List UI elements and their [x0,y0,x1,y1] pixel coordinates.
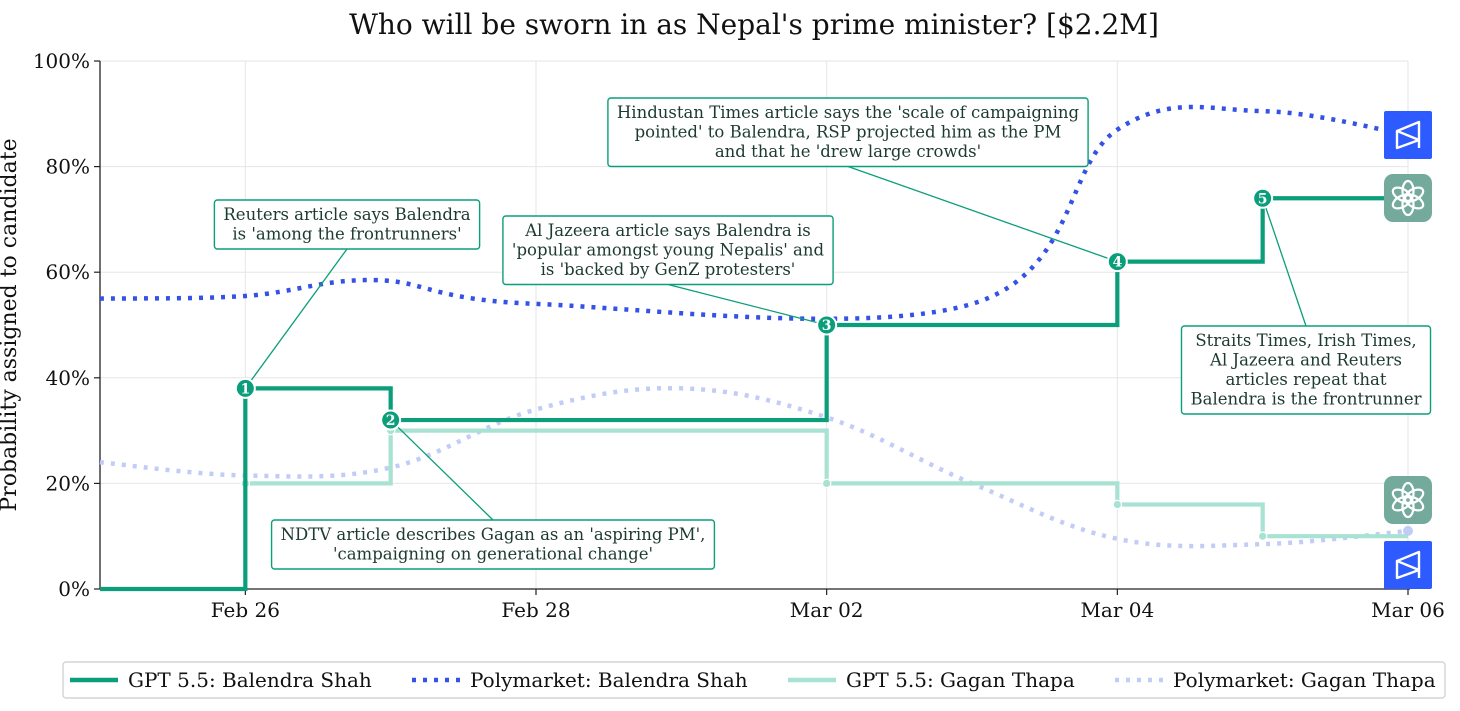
data-point-polymarket-gagan-thapa [1403,525,1413,536]
annotation-marker-2: 2 [380,409,402,431]
y-tick-label: 80% [46,155,90,179]
annotation-text-line: Hindustan Times article says the 'scale … [617,103,1080,122]
y-tick-label: 100% [33,49,90,73]
annotation-connector [390,419,494,521]
x-tick-label: Mar 06 [1371,598,1445,622]
axes: Feb 26 Feb 28 Mar 02 Mar 04 Mar 06 0% 20% 40% 60… [33,49,1445,622]
annotation-connector [1262,198,1307,327]
series-line-polymarket-gagan-thapa [99,385,1409,549]
annotation-number: 5 [1258,191,1268,207]
annotation-box [1180,325,1432,415]
annotation-number: 2 [386,413,396,429]
polymarket-logo-icon [1384,111,1432,159]
series-layer [99,104,1413,592]
y-tick-label: 60% [46,260,90,284]
polymarket-logo-icon [1384,541,1432,589]
legend: GPT 5.5: Balendra Shah Polymarket: Balend… [62,661,1446,699]
annotation-3: Al Jazeera article says Balendra is'popu… [502,215,834,286]
data-point-gpt-5-5-gagan-thapa [821,478,832,489]
y-axis-label: Probability assigned to candidate [0,138,22,511]
y-tick-label: 40% [46,366,90,390]
legend-item-polymarket-gagan-thapa: Polymarket: Gagan Thapa [1115,668,1436,692]
annotation-text-line: Balendra is the frontrunner [1190,390,1421,409]
annotation-marker-4: 4 [1106,251,1128,273]
annotation-text-line: pointed' to Balendra, RSP projected him … [635,123,1062,142]
data-point-gpt-5-5-gagan-thapa [1257,531,1268,541]
legend-item-polymarket-balendra-shah: Polymarket: Balendra Shah [412,668,748,692]
legend-label: Polymarket: Balendra Shah [470,668,748,692]
annotation-text-line: 'campaigning on generational change' [333,545,653,564]
legend-label: GPT 5.5: Balendra Shah [128,668,372,692]
annotation-number: 4 [1112,255,1122,271]
annotation-connector [667,283,827,326]
annotation-box [502,215,834,286]
y-tick-label: 20% [46,471,90,495]
annotation-text-line: 'popular amongst young Nepalis' and [512,241,825,260]
annotation-box [213,199,481,250]
annotation-marker-1: 1 [234,377,256,399]
openai-logo-icon [1384,174,1432,222]
icons-layer [1384,111,1432,589]
x-tick-label: Feb 26 [211,598,280,622]
annotation-text-line: is 'among the frontrunners' [232,225,461,244]
x-tick-label: Feb 28 [501,598,570,622]
legend-frame [62,661,1446,699]
legend-item-gpt-5-5-gagan-thapa: GPT 5.5: Gagan Thapa [788,668,1075,692]
legend-item-gpt-5-5-balendra-shah: GPT 5.5: Balendra Shah [70,668,372,692]
annotation-4: Hindustan Times article says the 'scale … [607,97,1089,168]
chart-title: Who will be sworn in as Nepal's prime mi… [349,8,1159,41]
data-point-gpt-5-5-gagan-thapa [1112,499,1123,510]
annotation-box [607,97,1089,168]
annotation-text-line: articles repeat that [1225,370,1386,389]
legend-label: Polymarket: Gagan Thapa [1173,668,1436,692]
annotation-number: 3 [822,318,832,334]
annotation-connector [244,248,348,389]
openai-logo-icon [1384,476,1432,524]
annotation-text-line: is 'backed by GenZ protesters' [541,260,796,279]
annotation-box [270,519,716,570]
annotation-marker-5: 5 [1252,187,1274,209]
annotation-text-line: and that he 'drew large crowds' [715,142,981,161]
annotation-text-line: NDTV article describes Gagan as an 'aspi… [281,525,706,544]
annotation-2: NDTV article describes Gagan as an 'aspi… [270,519,716,570]
series-line-gpt-5-5-balendra-shah [100,196,1408,592]
annotation-text-line: Reuters article says Balendra [223,205,470,224]
annotation-text-line: Al Jazeera and Reuters [1209,351,1402,370]
annotation-connector [847,165,1118,263]
x-tick-label: Mar 04 [1080,598,1154,622]
legend-label: GPT 5.5: Gagan Thapa [846,668,1075,692]
series-line-gpt-5-5-gagan-thapa [245,428,1408,539]
annotation-marker-3: 3 [816,314,838,336]
annotation-text-line: Straits Times, Irish Times, [1195,331,1416,350]
annotation-number: 1 [240,381,250,397]
annotation-text-line: Al Jazeera article says Balendra is [524,221,811,240]
x-tick-label: Mar 02 [790,598,864,622]
annotation-5: Straits Times, Irish Times,Al Jazeera an… [1180,325,1432,415]
y-tick-label: 0% [58,577,90,601]
